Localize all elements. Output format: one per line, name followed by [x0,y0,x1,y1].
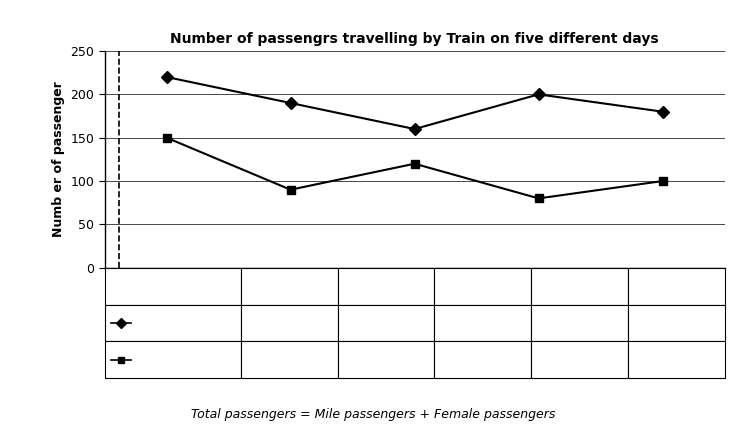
Text: Thurday: Thurday [264,280,315,293]
Text: 150: 150 [277,353,301,366]
Text: 180: 180 [664,317,688,329]
Text: 100: 100 [664,353,688,366]
Text: 190: 190 [374,317,398,329]
Text: 120: 120 [471,353,495,366]
Text: 160: 160 [471,317,495,329]
Text: Saturday: Saturday [454,280,511,293]
Text: Sunday: Sunday [556,280,603,293]
Text: Monday: Monday [651,280,701,293]
Text: 80: 80 [571,353,587,366]
Text: 22: 22 [282,317,297,329]
Y-axis label: Numb er of passenger: Numb er of passenger [52,82,65,237]
Text: Total passenger: Total passenger [134,318,222,328]
Text: 90: 90 [378,353,394,366]
Text: Friday: Friday [367,280,405,293]
Text: Female passengers: Female passengers [134,355,242,365]
Text: Total passengers = Mile passengers + Female passengers: Total passengers = Mile passengers + Fem… [191,408,556,421]
Text: 200: 200 [568,317,592,329]
Title: Number of passengrs travelling by Train on five different days: Number of passengrs travelling by Train … [170,32,659,45]
